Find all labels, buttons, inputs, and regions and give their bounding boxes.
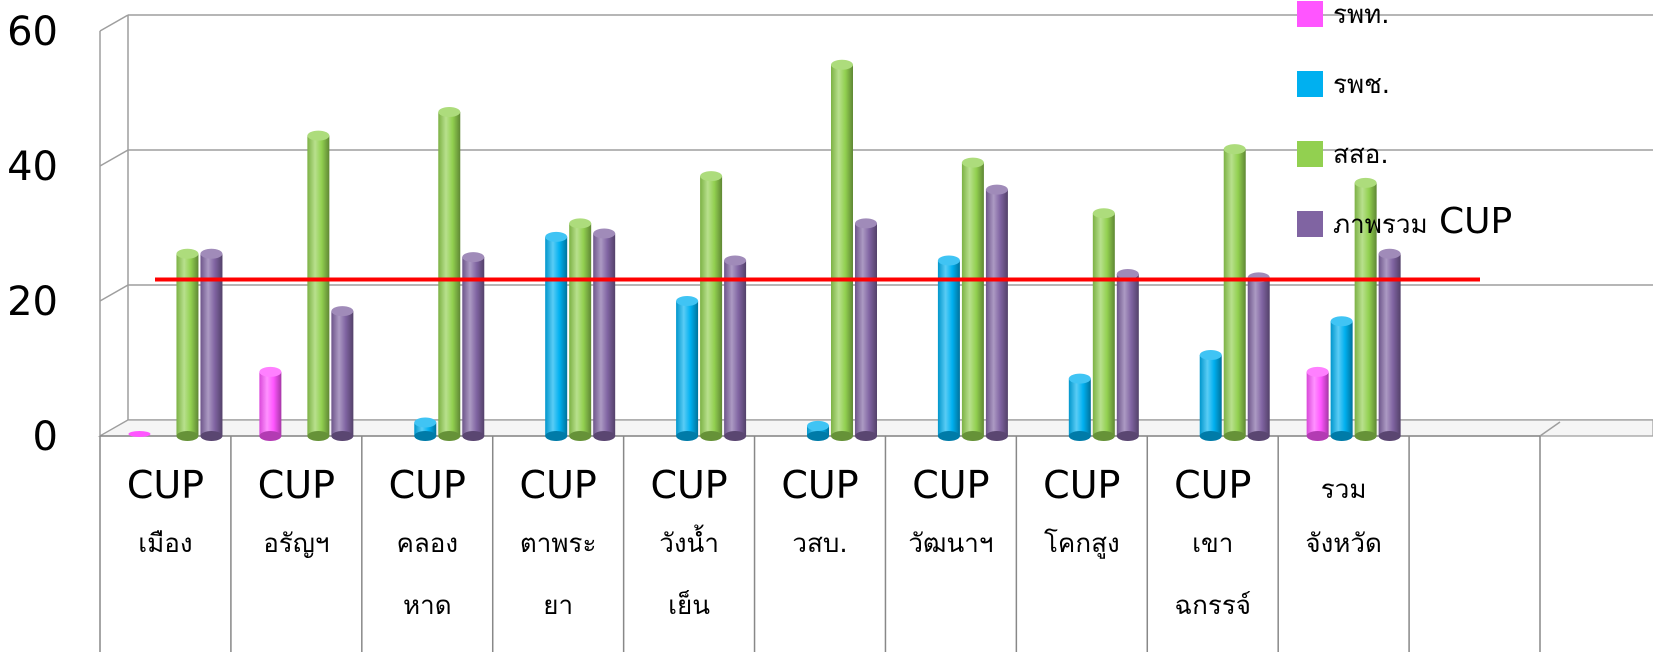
- category-label: CUP: [650, 463, 727, 507]
- bar: [1330, 316, 1353, 441]
- bar: [1354, 177, 1377, 441]
- bar: [1306, 366, 1329, 441]
- bar: [1092, 208, 1115, 441]
- category-label: หาด: [403, 591, 452, 621]
- category-label: โคกสูง: [1044, 528, 1120, 559]
- bar: [937, 255, 960, 441]
- bar: [1199, 350, 1222, 441]
- bar: [331, 306, 354, 441]
- bar: [259, 366, 282, 441]
- bar: [676, 296, 699, 441]
- y-tick-label: 0: [33, 414, 58, 460]
- category-label: วัฒนาฯ: [908, 529, 993, 559]
- bar: [855, 218, 877, 441]
- category-label: ยา: [543, 591, 573, 621]
- category-label: CUP: [389, 463, 466, 507]
- y-tick-label: 60: [7, 9, 58, 55]
- y-tick-label: 20: [7, 279, 58, 325]
- bar: [1247, 272, 1270, 441]
- bar: [438, 107, 461, 441]
- bar: [545, 231, 568, 441]
- category-label: CUP: [1043, 463, 1120, 507]
- bar: [1223, 144, 1246, 441]
- bar: [700, 171, 723, 441]
- category-label: ตาพระ: [520, 529, 597, 559]
- bar: [128, 431, 151, 437]
- bar: [593, 228, 616, 441]
- legend-label: ภาพรวม CUP: [1333, 201, 1512, 242]
- gridline-depth: [99, 284, 129, 302]
- category-label: เขา: [1192, 529, 1233, 559]
- bar: [961, 157, 984, 441]
- category-label: วสบ.: [792, 529, 847, 559]
- bar: [1116, 269, 1139, 441]
- gridline-depth: [99, 149, 129, 167]
- legend-swatch: [1297, 211, 1323, 237]
- legend-label-suffix: CUP: [1428, 201, 1513, 242]
- category-label: เย็น: [668, 589, 710, 621]
- bar: [569, 218, 592, 441]
- category-label: ฉกรรจ์: [1174, 591, 1251, 621]
- legend-swatch: [1297, 1, 1323, 27]
- legend: รพท. รพช. สสอ. ภาพรวม CUP: [1297, 0, 1512, 242]
- bar: [831, 59, 853, 441]
- bar: [414, 417, 437, 441]
- bar: [724, 255, 747, 441]
- category-label: จังหวัด: [1305, 529, 1382, 559]
- legend-label: รพท.: [1333, 0, 1390, 30]
- category-label: CUP: [258, 463, 335, 507]
- legend-swatch: [1297, 71, 1323, 97]
- category-label: เมือง: [138, 529, 192, 559]
- category-label: อรัญฯ: [263, 529, 329, 559]
- category-label: รวม: [1321, 475, 1367, 505]
- bar: [807, 420, 829, 441]
- floor-edge: [1539, 421, 1561, 437]
- y-tick-label: 40: [7, 144, 58, 190]
- category-label: CUP: [520, 463, 597, 507]
- bar: [1068, 373, 1091, 441]
- category-label: CUP: [127, 463, 204, 507]
- gridline-depth: [99, 14, 129, 32]
- bar: [307, 130, 330, 441]
- category-label: วังน้ำ: [659, 524, 719, 559]
- bar: [462, 252, 485, 441]
- bar: [1378, 248, 1401, 441]
- bar: [200, 248, 223, 441]
- legend-swatch: [1297, 141, 1323, 167]
- category-label: CUP: [912, 463, 989, 507]
- category-label: CUP: [781, 463, 858, 507]
- bar: [176, 248, 199, 441]
- category-label: CUP: [1174, 463, 1251, 507]
- legend-label: สสอ.: [1333, 140, 1389, 170]
- bar: [985, 184, 1008, 441]
- category-label: คลอง: [396, 529, 458, 559]
- legend-label: รพช.: [1333, 70, 1390, 100]
